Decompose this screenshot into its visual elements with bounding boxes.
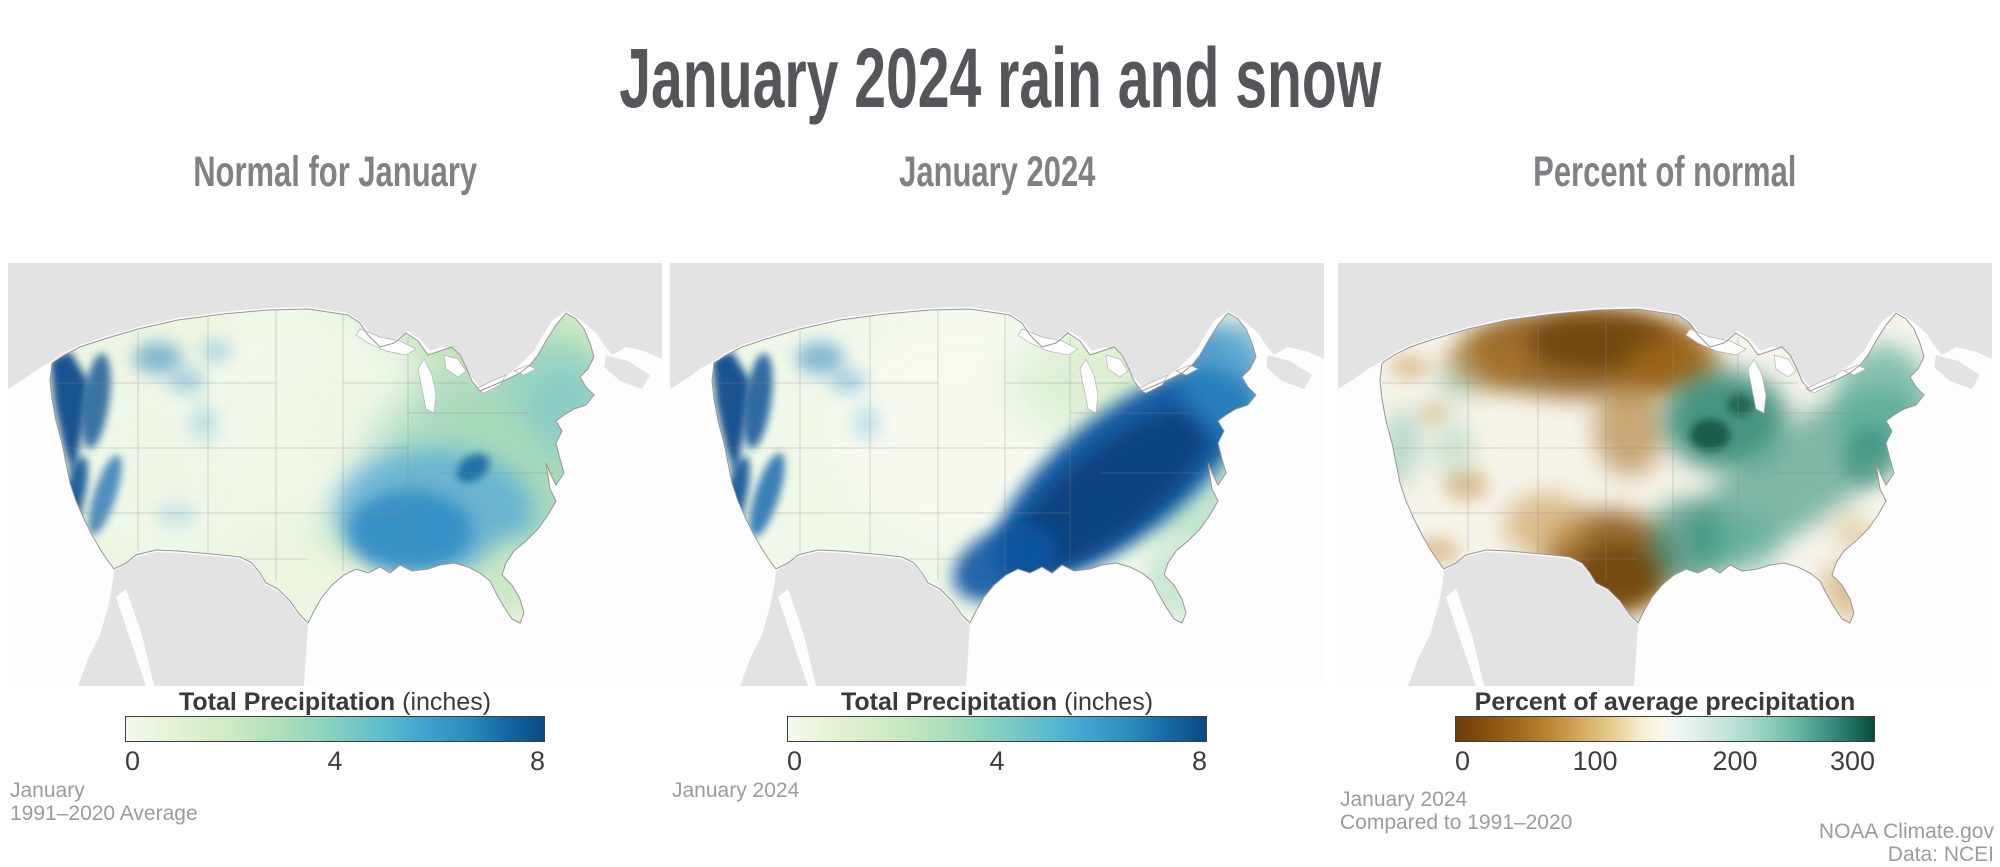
credit-source: NOAA Climate.gov [1818, 820, 1994, 843]
colorbar-percent [1455, 716, 1875, 742]
tick-label: 100 [1572, 746, 1618, 776]
tick-label: 8 [1191, 746, 1207, 776]
page-title: January 2024 rain and snow [0, 30, 2000, 127]
legend-title-precipitation-2: Total Precipitation (inches) [840, 688, 1154, 716]
map-january-2024 [670, 263, 1324, 686]
map-normal-january-svg [8, 263, 662, 686]
colorbar-ticks-1: 0 4 8 [125, 746, 545, 778]
caption-percent-of-normal: January 2024 Compared to 1991–2020 [1340, 788, 1573, 834]
panel-title-january-2024: January 2024 [898, 148, 1096, 196]
map-percent-of-normal-svg [1338, 263, 1992, 686]
tick-label: 4 [989, 746, 1005, 776]
page-title-text: January 2024 rain and snow [619, 31, 1381, 125]
tick-label: 0 [1455, 746, 1471, 776]
colorbar-precipitation-1 [125, 716, 545, 742]
tick-label: 200 [1712, 746, 1758, 776]
tick-label: 0 [125, 746, 141, 776]
colorbar-ticks-2: 0 4 8 [787, 746, 1207, 778]
legend-title-precipitation-1: Total Precipitation (inches) [178, 688, 492, 716]
tick-label: 0 [787, 746, 803, 776]
map-normal-january [8, 263, 662, 686]
colorbar-precipitation-2 [787, 716, 1207, 742]
map-percent-of-normal [1338, 263, 1992, 686]
tick-label: 8 [529, 746, 545, 776]
panel-title-normal-january: Normal for January [193, 148, 477, 196]
caption-january-2024: January 2024 [672, 779, 800, 802]
credit-data: Data: NCEI [1887, 843, 1994, 866]
colorbar-ticks-3: 0 100 200 300 [1455, 746, 1875, 778]
map-january-2024-svg [670, 263, 1324, 686]
tick-label: 300 [1829, 746, 1875, 776]
credit: NOAA Climate.gov Data: NCEI [1819, 820, 1994, 866]
caption-normal-january: January 1991–2020 Average [10, 779, 198, 825]
tick-label: 4 [327, 746, 343, 776]
panel-title-percent-of-normal: Percent of normal [1533, 148, 1797, 196]
legend-title-percent: Percent of average precipitation [1474, 688, 1856, 716]
